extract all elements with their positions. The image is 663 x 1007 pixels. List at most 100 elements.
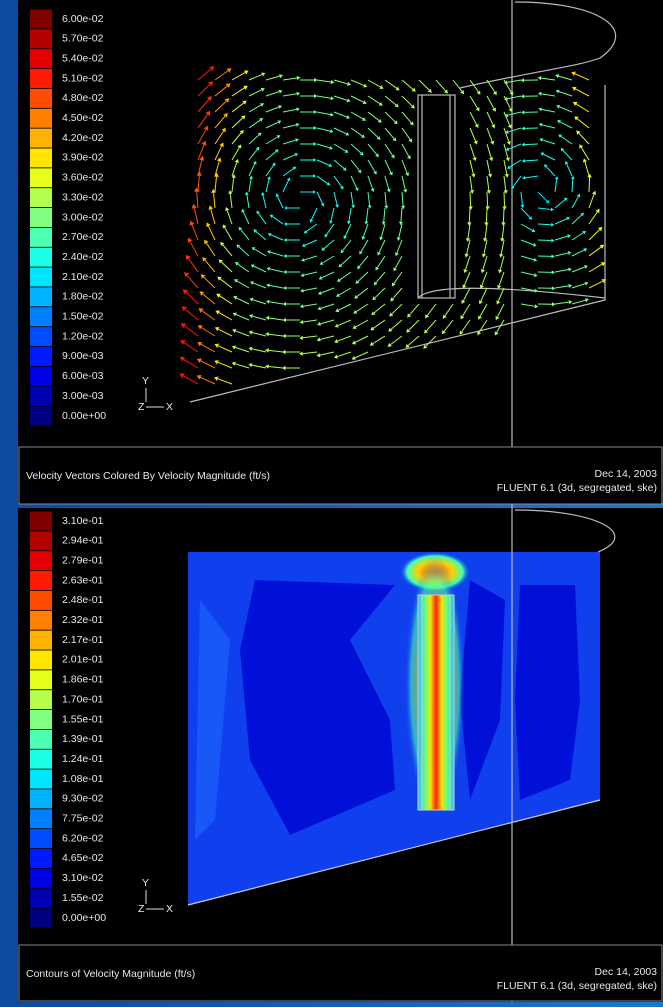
- legend-label: 1.20e-02: [62, 330, 104, 342]
- legend-swatch: [30, 591, 52, 610]
- legend-swatch: [30, 268, 52, 287]
- axis-z: Z: [138, 903, 145, 915]
- legend-label: 7.75e-02: [62, 813, 104, 825]
- legend-swatch: [30, 869, 52, 888]
- legend-swatch: [30, 208, 52, 227]
- legend-label: 3.60e-02: [62, 172, 104, 184]
- legend-swatch: [30, 789, 52, 808]
- legend-swatch: [30, 849, 52, 868]
- legend-label: 2.63e-01: [62, 574, 104, 586]
- legend-label: 2.32e-01: [62, 614, 104, 626]
- legend-swatch: [30, 287, 52, 306]
- legend-label: 3.10e-01: [62, 515, 104, 527]
- legend-swatch: [30, 248, 52, 267]
- legend-label: 2.94e-01: [62, 535, 104, 547]
- legend-swatch: [30, 29, 52, 48]
- legend-label: 1.39e-01: [62, 733, 104, 745]
- axis-y: Y: [142, 877, 149, 889]
- legend-label: 1.24e-01: [62, 753, 104, 765]
- legend-swatch: [30, 571, 52, 590]
- legend-label: 4.20e-02: [62, 132, 104, 144]
- legend-swatch: [30, 367, 52, 386]
- legend-label: 2.40e-02: [62, 251, 104, 263]
- legend-swatch: [30, 670, 52, 689]
- legend-swatch: [30, 531, 52, 550]
- legend-label: 6.20e-02: [62, 832, 104, 844]
- axis-x: X: [166, 401, 173, 413]
- axis-x: X: [166, 903, 173, 915]
- legend-label: 5.10e-02: [62, 72, 104, 84]
- legend-swatch: [30, 10, 52, 29]
- arrow-shaft: [538, 240, 551, 241]
- axis-z: Z: [138, 401, 145, 413]
- legend-label: 4.65e-02: [62, 852, 104, 864]
- legend-label: 6.00e-03: [62, 370, 104, 382]
- legend-label: 4.50e-02: [62, 112, 104, 124]
- software: FLUENT 6.1 (3d, segregated, ske): [497, 482, 657, 494]
- legend-swatch: [30, 407, 52, 426]
- legend-label: 3.30e-02: [62, 191, 104, 203]
- legend-label: 1.70e-01: [62, 693, 104, 705]
- legend-swatch: [30, 770, 52, 789]
- legend-swatch: [30, 168, 52, 187]
- legend-label: 4.80e-02: [62, 92, 104, 104]
- legend-label: 2.17e-01: [62, 634, 104, 646]
- legend-label: 9.30e-02: [62, 793, 104, 805]
- legend-label: 2.79e-01: [62, 554, 104, 566]
- legend-swatch: [30, 109, 52, 128]
- legend-swatch: [30, 750, 52, 769]
- legend-swatch: [30, 730, 52, 749]
- legend-label: 5.70e-02: [62, 33, 104, 45]
- legend-label: 9.00e-03: [62, 350, 104, 362]
- legend-swatch: [30, 631, 52, 650]
- legend-swatch: [30, 809, 52, 828]
- legend-swatch: [30, 188, 52, 207]
- axis-y: Y: [142, 375, 149, 387]
- arrow-shaft: [504, 192, 505, 206]
- legend-swatch: [30, 690, 52, 709]
- arrow-shaft: [470, 192, 471, 206]
- legend-label: 2.10e-02: [62, 271, 104, 283]
- software: FLUENT 6.1 (3d, segregated, ske): [497, 980, 657, 992]
- legend-swatch: [30, 129, 52, 148]
- legend-label: 3.10e-02: [62, 872, 104, 884]
- legend-label: 1.55e-02: [62, 892, 104, 904]
- legend-label: 1.80e-02: [62, 291, 104, 303]
- date: Dec 14, 2003: [595, 966, 658, 978]
- legend-label: 5.40e-02: [62, 52, 104, 64]
- legend-swatch: [30, 710, 52, 729]
- legend-swatch: [30, 228, 52, 247]
- date: Dec 14, 2003: [595, 468, 658, 480]
- arrow-shaft: [487, 192, 488, 206]
- panel-bg: [18, 0, 663, 503]
- legend-swatch: [30, 512, 52, 531]
- legend-label: 1.86e-01: [62, 674, 104, 686]
- legend-swatch: [30, 148, 52, 167]
- legend-swatch: [30, 650, 52, 669]
- legend-label: 1.08e-01: [62, 773, 104, 785]
- legend-label: 3.00e-03: [62, 390, 104, 402]
- legend-label: 2.01e-01: [62, 654, 104, 666]
- legend-swatch: [30, 889, 52, 908]
- arrow-shaft: [469, 208, 470, 222]
- arrow-shaft: [503, 208, 504, 222]
- legend-label: 0.00e+00: [62, 912, 106, 924]
- arrow-shaft: [486, 208, 487, 222]
- legend-label: 1.55e-01: [62, 713, 104, 725]
- legend-swatch: [30, 829, 52, 848]
- legend-swatch: [30, 327, 52, 346]
- legend-swatch: [30, 611, 52, 630]
- legend-label: 0.00e+00: [62, 410, 106, 422]
- legend-label: 6.00e-02: [62, 13, 104, 25]
- legend-label: 3.90e-02: [62, 152, 104, 164]
- legend-swatch: [30, 347, 52, 366]
- legend-swatch: [30, 909, 52, 928]
- legend-label: 1.50e-02: [62, 311, 104, 323]
- legend-swatch: [30, 89, 52, 108]
- caption: Contours of Velocity Magnitude (ft/s): [26, 968, 195, 980]
- caption: Velocity Vectors Colored By Velocity Mag…: [26, 470, 270, 482]
- legend-swatch: [30, 387, 52, 406]
- legend-swatch: [30, 69, 52, 88]
